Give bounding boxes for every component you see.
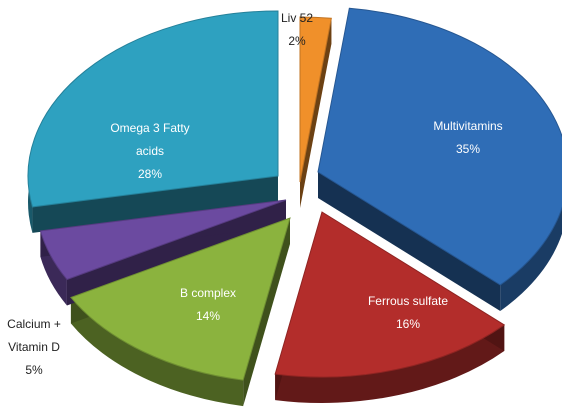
slice-calcium-vitamin-d <box>39 199 287 281</box>
pie-tops <box>27 7 562 381</box>
slice-wall-multivitamins-1 <box>318 172 501 311</box>
slice-side-b-complex <box>70 297 244 407</box>
slice-label-b-complex: B complex 14% <box>180 286 236 323</box>
slice-wall-omega3-0 <box>32 176 278 233</box>
slice-label-ferrous-sulfate: Ferrous sulfate 16% <box>368 294 448 331</box>
slice-omega3 <box>27 10 279 208</box>
slice-b-complex <box>70 217 291 381</box>
slice-ferrous-sulfate <box>274 211 506 378</box>
slice-wall-liv52-1 <box>300 18 332 209</box>
slice-label-multivitamins: Multivitamins 35% <box>433 119 502 156</box>
slice-multivitamins <box>317 7 562 286</box>
slice-label-liv52: Liv 52 2% <box>281 11 313 48</box>
slice-wall-b-complex-0 <box>243 218 290 407</box>
pie-labels: Liv 52 2% Multivitamins 35% Ferrous sulfate 1… <box>7 11 503 377</box>
slice-side-ferrous-sulfate <box>275 324 505 404</box>
slice-liv52 <box>299 16 332 183</box>
slice-label-omega3: Omega 3 Fatty acids 28% <box>110 121 189 181</box>
slice-label-calcium-vitamin-d: Calcium + Vitamin D 5% <box>7 317 61 377</box>
